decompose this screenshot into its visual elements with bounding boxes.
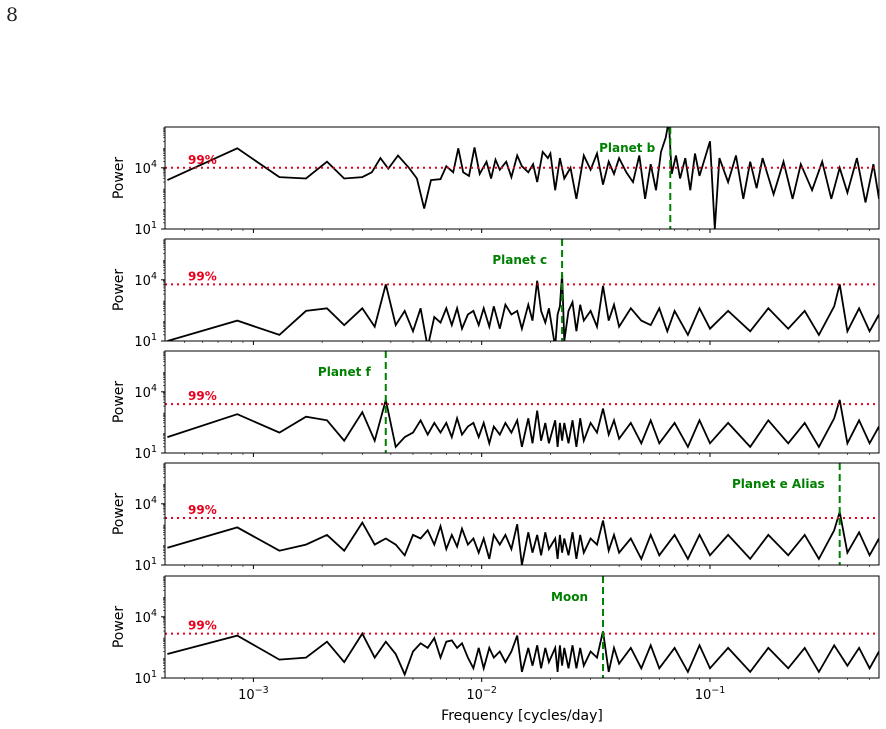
- panel-2: 99% Planet c 101 104 Power: [111, 238, 880, 350]
- marker-label: Planet c: [492, 253, 547, 267]
- y-tick-label: 101: [134, 220, 157, 238]
- y-tick-label: 104: [134, 383, 157, 401]
- threshold-99-label: 99%: [188, 503, 217, 517]
- x-axis-label: Frequency [cycles/day]: [441, 708, 603, 724]
- y-axis-label: Power: [111, 157, 127, 200]
- panel-frame: [164, 350, 880, 454]
- y-tick-label: 104: [134, 159, 157, 177]
- panel-5: 99% Moon 101 104 Power: [111, 575, 880, 687]
- panel-frame: [164, 238, 880, 342]
- marker-label: Planet b: [599, 141, 656, 155]
- marker-label: Moon: [551, 590, 588, 604]
- y-tick-label: 101: [134, 556, 157, 574]
- threshold-99-label: 99%: [188, 619, 217, 633]
- y-tick-label: 104: [134, 271, 157, 289]
- panel-1: 99% Planet b 101 104 Power: [111, 126, 880, 238]
- power-series-line: [167, 273, 879, 341]
- threshold-99-label: 99%: [188, 269, 217, 283]
- y-tick-label: 104: [134, 608, 157, 626]
- marker-label: Planet e Alias: [732, 477, 825, 491]
- panel-frame: [164, 462, 880, 566]
- y-axis-label: Power: [111, 493, 127, 536]
- y-tick-label: 101: [134, 444, 157, 462]
- panel-3: 99% Planet f 101 104 Power: [111, 350, 880, 462]
- y-tick-label: 101: [134, 332, 157, 350]
- x-tick-label: 10−1: [695, 685, 726, 703]
- threshold-99-label: 99%: [188, 153, 217, 167]
- power-series-line: [167, 399, 879, 449]
- panel-frame: [164, 575, 880, 679]
- panel-4: 99% Planet e Alias 101 104 Power: [111, 462, 880, 574]
- y-tick-label: 101: [134, 669, 157, 687]
- y-axis-label: Power: [111, 381, 127, 424]
- power-series-line: [167, 511, 879, 565]
- marker-label: Planet f: [318, 365, 372, 379]
- x-tick-label: 10−3: [238, 685, 269, 703]
- power-series-line: [167, 127, 879, 229]
- y-axis-label: Power: [111, 269, 127, 312]
- threshold-99-label: 99%: [188, 389, 217, 403]
- x-tick-label: 10−2: [466, 685, 497, 703]
- page-number: 8: [6, 4, 19, 26]
- power-series-line: [167, 630, 879, 677]
- y-axis-label: Power: [111, 606, 127, 649]
- panel-frame: [164, 126, 880, 230]
- y-tick-label: 104: [134, 495, 157, 513]
